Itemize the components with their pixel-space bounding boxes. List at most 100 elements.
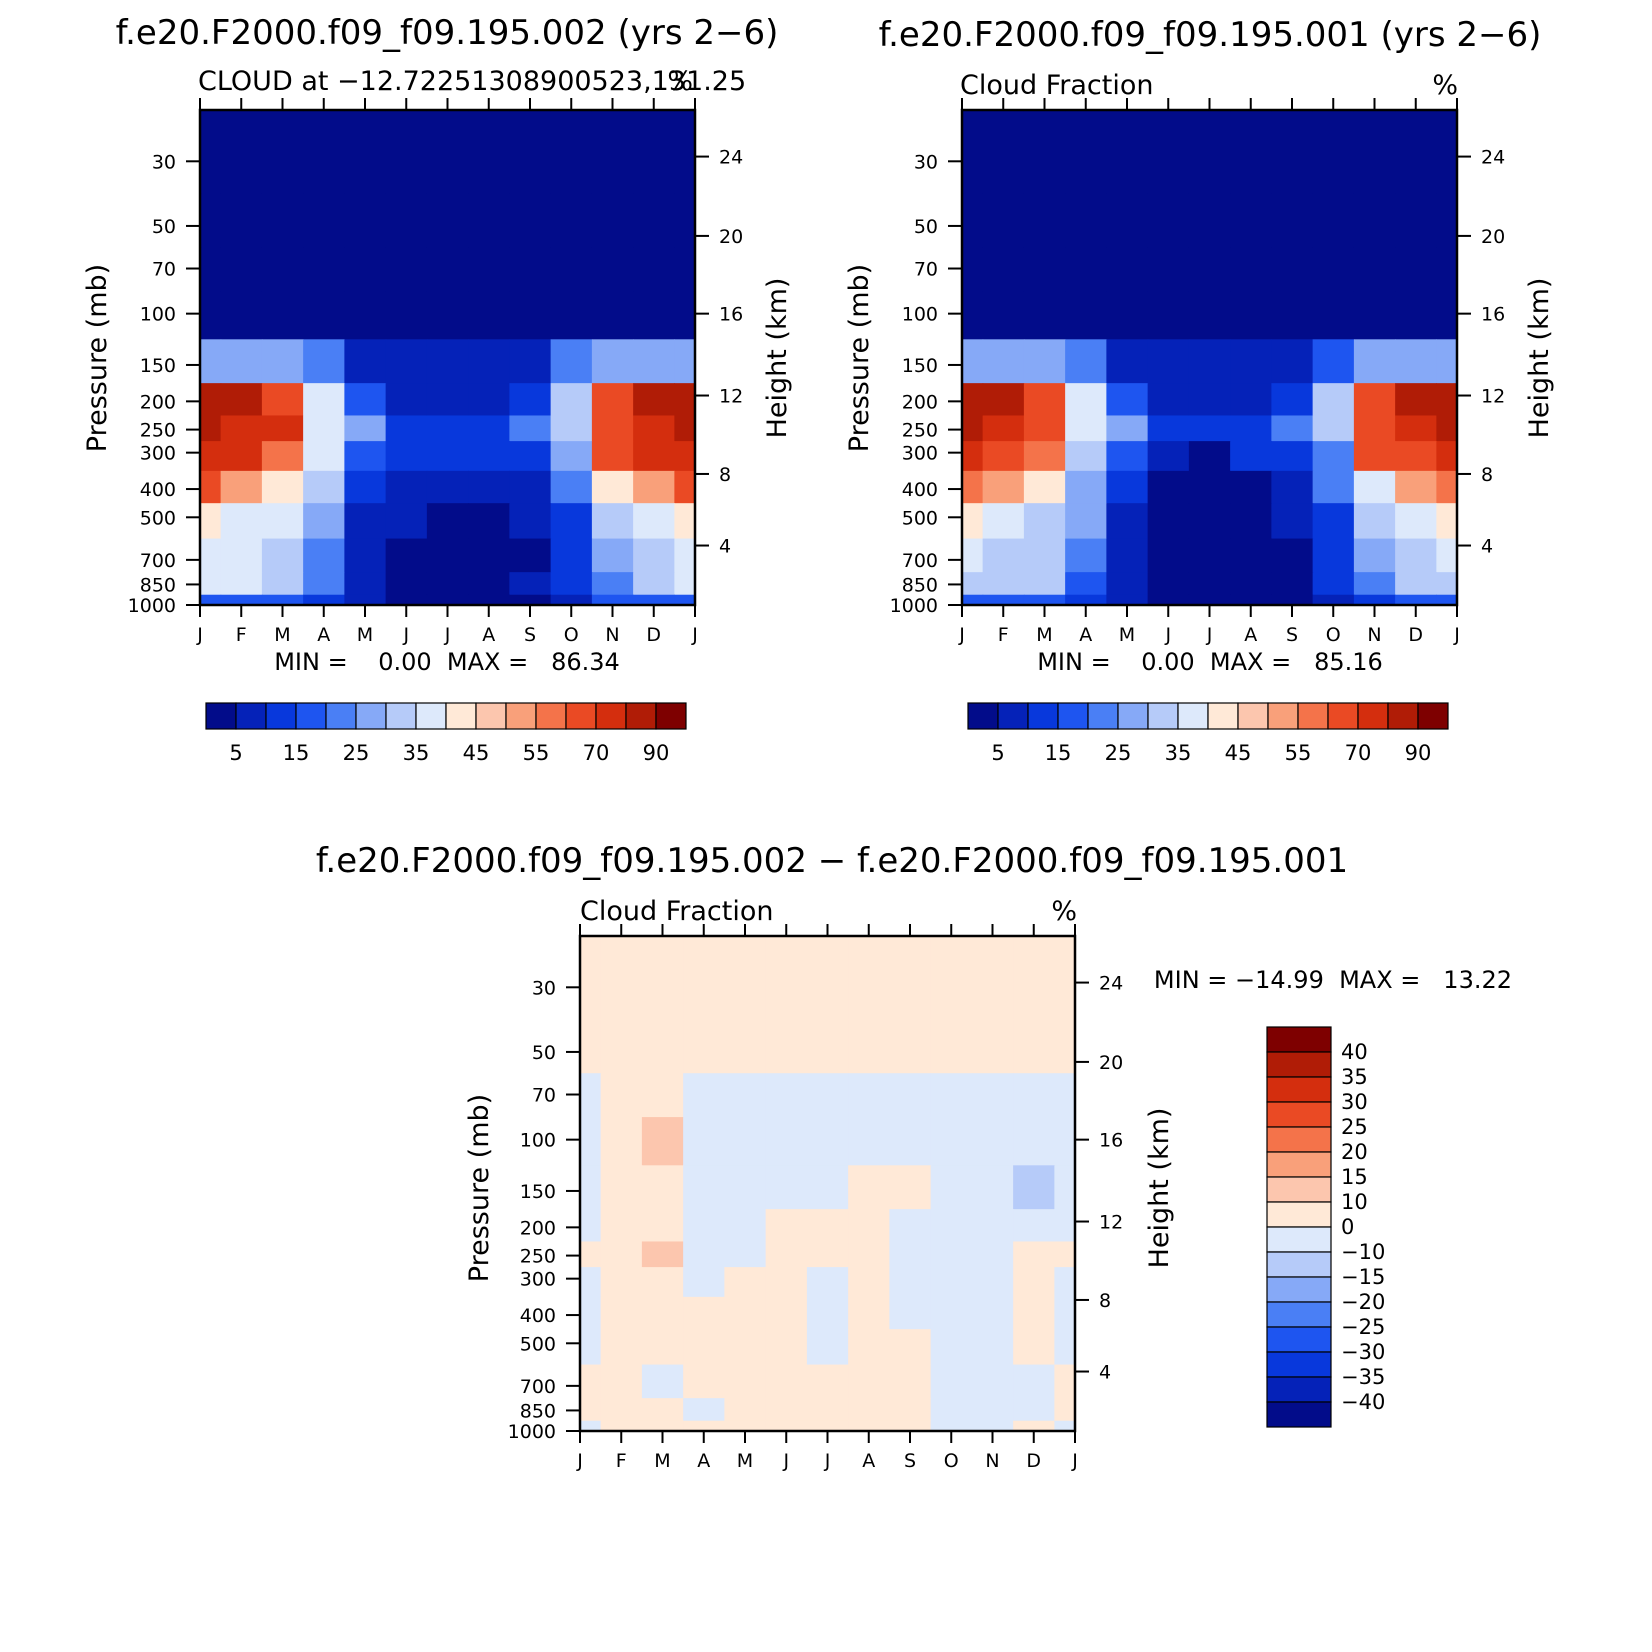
heatmap-cell bbox=[385, 247, 428, 292]
x-tick-label: J bbox=[1453, 624, 1460, 646]
heatmap-cell bbox=[261, 415, 304, 442]
heatmap-cell bbox=[1271, 110, 1314, 195]
heatmap-cell bbox=[509, 339, 552, 384]
heatmap-cell bbox=[724, 1364, 767, 1399]
heatmap-cell bbox=[580, 1267, 602, 1298]
heatmap-cell bbox=[344, 572, 387, 596]
x-tick-label: S bbox=[904, 1450, 916, 1472]
heatmap-cell bbox=[1312, 470, 1355, 504]
heatmap-cell bbox=[1353, 572, 1396, 596]
colorbar-label: 45 bbox=[1225, 741, 1252, 765]
heatmap-cell bbox=[1436, 339, 1458, 384]
x-tick-label: J bbox=[1071, 1450, 1078, 1472]
heatmap-cell bbox=[261, 538, 304, 573]
colorbar-box bbox=[1266, 1076, 1332, 1103]
heatmap-cell bbox=[1106, 247, 1149, 292]
heatmap-cell bbox=[580, 1364, 602, 1399]
heatmap-cell bbox=[1023, 383, 1066, 417]
heatmap-cell bbox=[1065, 110, 1107, 195]
heatmap-cell bbox=[550, 470, 593, 504]
colorbar-box bbox=[1117, 702, 1149, 730]
colorbar-box bbox=[1266, 1051, 1332, 1078]
y-tick-label: 500 bbox=[520, 1333, 556, 1355]
x-tick-label: N bbox=[1367, 624, 1381, 646]
colorbar-box bbox=[1297, 702, 1329, 730]
colorbar-box bbox=[475, 702, 507, 730]
colorbar-box bbox=[1327, 702, 1359, 730]
y-right-tick-label: 16 bbox=[719, 304, 743, 326]
heatmap-cell bbox=[600, 1420, 643, 1432]
heatmap-cell bbox=[971, 1267, 1014, 1298]
y-right-tick-label: 20 bbox=[1099, 1052, 1123, 1074]
panel-subtitle-left: Cloud Fraction bbox=[960, 70, 1153, 101]
heatmap-cell bbox=[962, 383, 984, 417]
heatmap-cell bbox=[1395, 247, 1437, 292]
x-tick-label: J bbox=[1164, 624, 1171, 646]
heatmap-cell bbox=[641, 1073, 684, 1118]
heatmap-cell bbox=[200, 110, 222, 195]
heatmap-cell bbox=[426, 594, 469, 606]
heatmap-cell bbox=[468, 110, 510, 195]
heatmap-cell bbox=[633, 383, 675, 417]
heatmap-cell bbox=[550, 110, 593, 195]
heatmap-cell bbox=[509, 415, 552, 442]
colorbar-label: 35 bbox=[1165, 741, 1192, 765]
colorbar-box bbox=[1266, 1151, 1332, 1178]
heatmap-cell bbox=[1230, 339, 1272, 384]
heatmap-cell bbox=[674, 441, 696, 472]
y-axis-right-label: Height (km) bbox=[762, 278, 793, 439]
heatmap-cell bbox=[1353, 247, 1396, 292]
heatmap-cell bbox=[600, 1364, 643, 1399]
heatmap-cell bbox=[509, 110, 552, 195]
heatmap-cell bbox=[344, 110, 387, 195]
heatmap-cell bbox=[1147, 503, 1190, 540]
heatmap-cell bbox=[200, 415, 222, 442]
heatmap-cell bbox=[550, 415, 593, 442]
colorbar-box bbox=[1266, 1226, 1332, 1253]
y-tick-label: 300 bbox=[520, 1269, 556, 1291]
colorbar-box bbox=[445, 702, 477, 730]
heatmap-cell bbox=[303, 441, 345, 472]
heatmap-cell bbox=[724, 1165, 767, 1210]
y-tick-label: 700 bbox=[520, 1376, 556, 1398]
x-tick-label: A bbox=[697, 1450, 710, 1472]
heatmap-cell bbox=[600, 1165, 643, 1210]
colorbar-box bbox=[385, 702, 417, 730]
y-right-tick-label: 12 bbox=[1099, 1212, 1123, 1234]
heatmap-cell bbox=[641, 1019, 684, 1074]
heatmap-cell bbox=[1188, 470, 1231, 504]
heatmap-cell bbox=[1312, 503, 1355, 540]
colorbar-box bbox=[565, 702, 597, 730]
heatmap-cell bbox=[468, 503, 510, 540]
heatmap-cell bbox=[1023, 441, 1066, 472]
heatmap-cell bbox=[200, 572, 222, 596]
y-axis-right-label: Height (km) bbox=[1524, 278, 1555, 439]
x-tick-label: D bbox=[1026, 1450, 1041, 1472]
heatmap-cell bbox=[1023, 247, 1066, 292]
heatmap-cell bbox=[982, 291, 1025, 340]
y-tick-label: 150 bbox=[902, 355, 938, 377]
heatmap-cell bbox=[982, 110, 1025, 195]
heatmap-cell bbox=[1106, 503, 1149, 540]
heatmap-cell bbox=[641, 1398, 684, 1422]
heatmap-cell bbox=[982, 538, 1025, 573]
heatmap-cell bbox=[1230, 383, 1272, 417]
y-tick-label: 250 bbox=[140, 420, 176, 442]
heatmap-cell bbox=[806, 1296, 849, 1330]
heatmap-cell bbox=[1353, 594, 1396, 606]
colorbar-box bbox=[1266, 1276, 1332, 1303]
heatmap-cell bbox=[468, 470, 510, 504]
heatmap-cell bbox=[633, 291, 675, 340]
colorbar-label: 55 bbox=[1285, 741, 1312, 765]
heatmap-cell bbox=[591, 110, 634, 195]
heatmap-cell bbox=[641, 1420, 684, 1432]
colorbar-box bbox=[1057, 702, 1089, 730]
heatmap-cell bbox=[1106, 594, 1149, 606]
heatmap-cell bbox=[1436, 110, 1458, 195]
y-tick-label: 700 bbox=[902, 550, 938, 572]
heatmap-cell bbox=[683, 1364, 725, 1399]
heatmap-cell bbox=[426, 503, 469, 540]
heatmap-cell bbox=[982, 339, 1025, 384]
colorbar-box bbox=[265, 702, 297, 730]
